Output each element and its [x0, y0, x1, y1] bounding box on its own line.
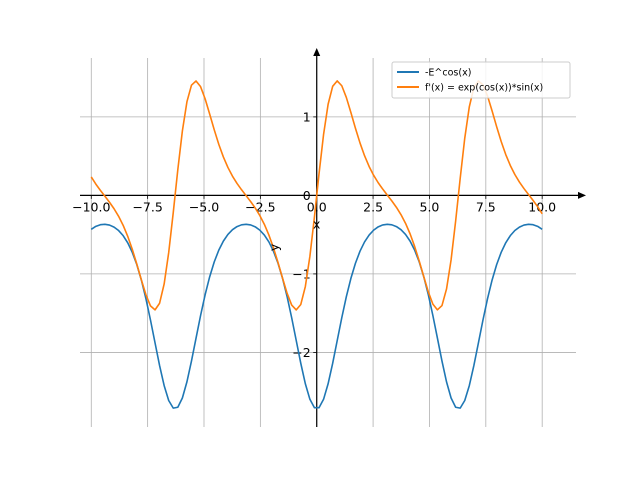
- y-tick-label: −2: [292, 345, 310, 360]
- x-tick-label: 5.0: [420, 199, 440, 214]
- y-axis-arrow: [313, 48, 321, 56]
- axes: [80, 48, 586, 427]
- y-tick-label: 0: [303, 188, 311, 203]
- x-tick-label: −5.0: [189, 199, 219, 214]
- x-axis-arrow: [578, 191, 586, 199]
- x-axis-label: x: [313, 216, 320, 231]
- legend-box: [391, 61, 571, 99]
- y-tick-label: 1: [303, 109, 311, 124]
- x-tick-label: −10.0: [72, 199, 110, 214]
- x-tick-label: −2.5: [245, 199, 275, 214]
- series-line-2: [90, 80, 543, 311]
- series-line-1: [90, 223, 543, 409]
- x-tick-label: −7.5: [132, 199, 162, 214]
- legend-label-series-1: -E^cos(x): [425, 68, 471, 79]
- x-tick-label: 0.0: [307, 199, 327, 214]
- x-tick-label: 2.5: [363, 199, 383, 214]
- series: [90, 80, 543, 409]
- y-axis-label: y: [267, 243, 282, 251]
- grid: [80, 58, 576, 427]
- legend-label-series-2: f'(x) = exp(cos(x))*sin(x): [425, 83, 543, 94]
- x-tick-label: 10.0: [528, 199, 556, 214]
- legend: -E^cos(x) f'(x) = exp(cos(x))*sin(x): [391, 61, 571, 99]
- x-tick-label: 7.5: [476, 199, 496, 214]
- ticks: −10.0 −7.5 −5.0 −2.5 0.0 2.5 5.0 7.5 10.0−2−101: [72, 109, 556, 360]
